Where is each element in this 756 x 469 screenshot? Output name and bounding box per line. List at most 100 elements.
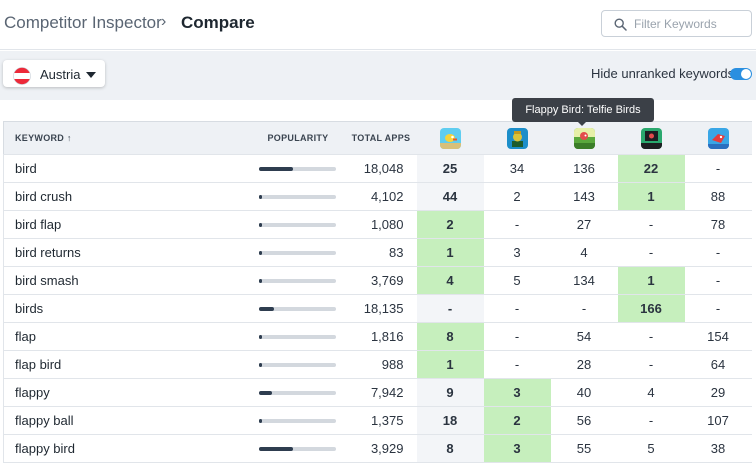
rank-cell: 8 — [416, 322, 484, 351]
keyword-cell: bird returns — [3, 238, 251, 267]
country-selector[interactable]: Austria — [3, 60, 105, 87]
rank-cell: 54 — [550, 322, 618, 351]
page-title: Compare — [181, 13, 255, 32]
search-box[interactable] — [601, 10, 752, 37]
popularity-bar-fill — [258, 446, 294, 451]
keyword-cell: birds — [3, 294, 251, 323]
rank-cell: 154 — [684, 322, 752, 351]
country-label: Austria — [40, 67, 81, 82]
page-header: Competitor Inspector › Compare — [0, 0, 756, 50]
rank-cell: 88 — [684, 182, 752, 211]
flappy-bird-app-icon[interactable] — [439, 127, 461, 149]
austria-flag-icon — [13, 67, 31, 85]
keyword-cell: flap bird — [3, 350, 251, 379]
popularity-bar — [258, 362, 336, 367]
keyword-cell: flap — [3, 322, 251, 351]
rank-cell: 8 — [416, 434, 484, 463]
keyword-column-header[interactable]: KEYWORD ↑ — [3, 121, 251, 155]
table-row[interactable]: birds 18,135- - -166- — [3, 294, 752, 323]
rank-cell: 55 — [550, 434, 618, 463]
rank-cell: 2 — [483, 406, 551, 435]
rank-cell: - — [550, 294, 618, 323]
rank-cell: 166 — [617, 294, 685, 323]
rank-cell: 4 — [416, 266, 484, 295]
rank-cell: - — [684, 154, 752, 183]
caret-down-icon — [86, 72, 96, 78]
popularity-bar — [258, 250, 336, 255]
total-apps-column-header[interactable]: TOTAL APPS — [345, 121, 417, 155]
total-apps-cell: 3,769 — [345, 266, 417, 295]
app-tooltip: Flappy Bird: Telfie Birds — [512, 98, 654, 122]
popularity-bar — [258, 166, 336, 171]
table-header-row: KEYWORD ↑ POPULARITY TOTAL APPS — [3, 121, 752, 155]
popularity-cell — [250, 378, 346, 407]
rank-cell: 2 — [416, 210, 484, 239]
rank-cell: 38 — [684, 434, 752, 463]
popularity-bar-fill — [258, 278, 263, 283]
rank-cell: 25 — [416, 154, 484, 183]
rank-cell: - — [617, 210, 685, 239]
keyword-cell: bird crush — [3, 182, 251, 211]
rank-cell: 3 — [483, 434, 551, 463]
table-row[interactable]: bird returns 83 1 3 4- - — [3, 238, 752, 267]
popularity-cell — [250, 266, 346, 295]
rank-cell: 4 — [550, 238, 618, 267]
app-column-header-3[interactable] — [550, 121, 618, 155]
table-row[interactable]: flap bird 988 1-28-64 — [3, 350, 752, 379]
popularity-cell — [250, 294, 346, 323]
sort-ascending-icon: ↑ — [66, 133, 72, 143]
table-row[interactable]: flappy 7,942 9 3 40 4 29 — [3, 378, 752, 407]
rank-cell: 3 — [483, 378, 551, 407]
rank-cell: 28 — [550, 350, 618, 379]
rank-cell: 4 — [617, 378, 685, 407]
rank-cell: 143 — [550, 182, 618, 211]
popularity-cell — [250, 210, 346, 239]
black-bird-app-icon[interactable] — [640, 127, 662, 149]
popularity-cell — [250, 350, 346, 379]
search-icon — [614, 18, 627, 31]
table-row[interactable]: flap 1,816 8-54-154 — [3, 322, 752, 351]
telfie-birds-app-icon[interactable] — [573, 127, 595, 149]
rank-cell: 9 — [416, 378, 484, 407]
compare-table: KEYWORD ↑ POPULARITY TOTAL APPS bird 18,0… — [3, 121, 752, 463]
total-apps-cell: 7,942 — [345, 378, 417, 407]
rank-cell: 134 — [550, 266, 618, 295]
tooltip-arrow — [577, 121, 587, 126]
app-column-header-1[interactable] — [416, 121, 484, 155]
toggle-knob — [741, 69, 751, 79]
table-row[interactable]: bird flap 1,080 2-27-78 — [3, 210, 752, 239]
keyword-cell: flappy bird — [3, 434, 251, 463]
rank-cell: 34 — [483, 154, 551, 183]
popularity-bar — [258, 418, 336, 423]
table-row[interactable]: bird 18,048 25 34 136 22- — [3, 154, 752, 183]
rank-cell: 56 — [550, 406, 618, 435]
popularity-bar-fill — [258, 362, 263, 367]
table-row[interactable]: flappy ball 1,375 18 2 56-107 — [3, 406, 752, 435]
rank-cell: 27 — [550, 210, 618, 239]
popularity-bar-fill — [258, 194, 263, 199]
keyword-cell: bird flap — [3, 210, 251, 239]
red-bird-app-icon[interactable] — [707, 127, 729, 149]
total-apps-cell: 988 — [345, 350, 417, 379]
hide-unranked-toggle[interactable] — [730, 68, 752, 80]
app-column-header-5[interactable] — [684, 121, 752, 155]
rank-cell: 1 — [617, 266, 685, 295]
table-row[interactable]: flappy bird 3,929 8 3 55 5 38 — [3, 434, 752, 463]
trophy-bird-app-icon[interactable] — [506, 127, 528, 149]
app-column-header-2[interactable] — [483, 121, 551, 155]
rank-cell: 22 — [617, 154, 685, 183]
popularity-cell — [250, 154, 346, 183]
breadcrumb-competitor-inspector[interactable]: Competitor Inspector — [4, 13, 162, 32]
app-column-header-4[interactable] — [617, 121, 685, 155]
popularity-bar-fill — [258, 250, 263, 255]
popularity-column-header[interactable]: POPULARITY — [250, 121, 346, 155]
rank-cell: - — [617, 350, 685, 379]
rank-cell: 78 — [684, 210, 752, 239]
keyword-header-label: KEYWORD — [15, 133, 65, 143]
filter-keywords-input[interactable] — [634, 14, 748, 34]
total-apps-cell: 1,375 — [345, 406, 417, 435]
table-row[interactable]: bird smash 3,769 4 5 134 1- — [3, 266, 752, 295]
rank-cell: 1 — [617, 182, 685, 211]
table-row[interactable]: bird crush 4,102 44 2 143 1 88 — [3, 182, 752, 211]
popularity-bar-fill — [258, 390, 272, 395]
